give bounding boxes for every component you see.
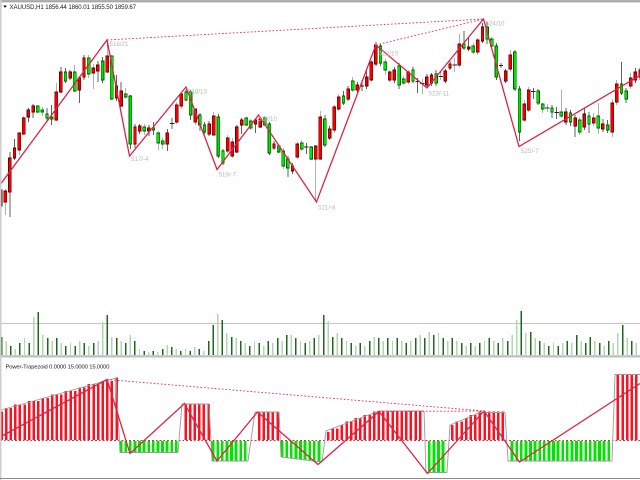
svg-text:525/-7: 525/-7 [521, 148, 539, 155]
svg-text:522/10: 522/10 [379, 51, 398, 58]
svg-text:516/21: 516/21 [110, 41, 129, 48]
svg-text:519/-7: 519/-7 [219, 172, 237, 179]
svg-text:XAUUSD,H1 1856.44 1860.01 185: XAUUSD,H1 1856.44 1860.01 1855.50 1859.6… [10, 4, 137, 11]
svg-text:517/-4: 517/-4 [131, 156, 149, 163]
svg-text:518/13: 518/13 [188, 89, 207, 96]
svg-text:524/10: 524/10 [486, 21, 505, 28]
svg-text:521/-8: 521/-8 [318, 205, 336, 212]
svg-text:523/-11: 523/-11 [429, 91, 450, 98]
svg-text:520/10: 520/10 [258, 116, 277, 123]
svg-text:Power-Trapezoid 0.0000 15.0000: Power-Trapezoid 0.0000 15.0000 15.0000 [6, 365, 110, 371]
